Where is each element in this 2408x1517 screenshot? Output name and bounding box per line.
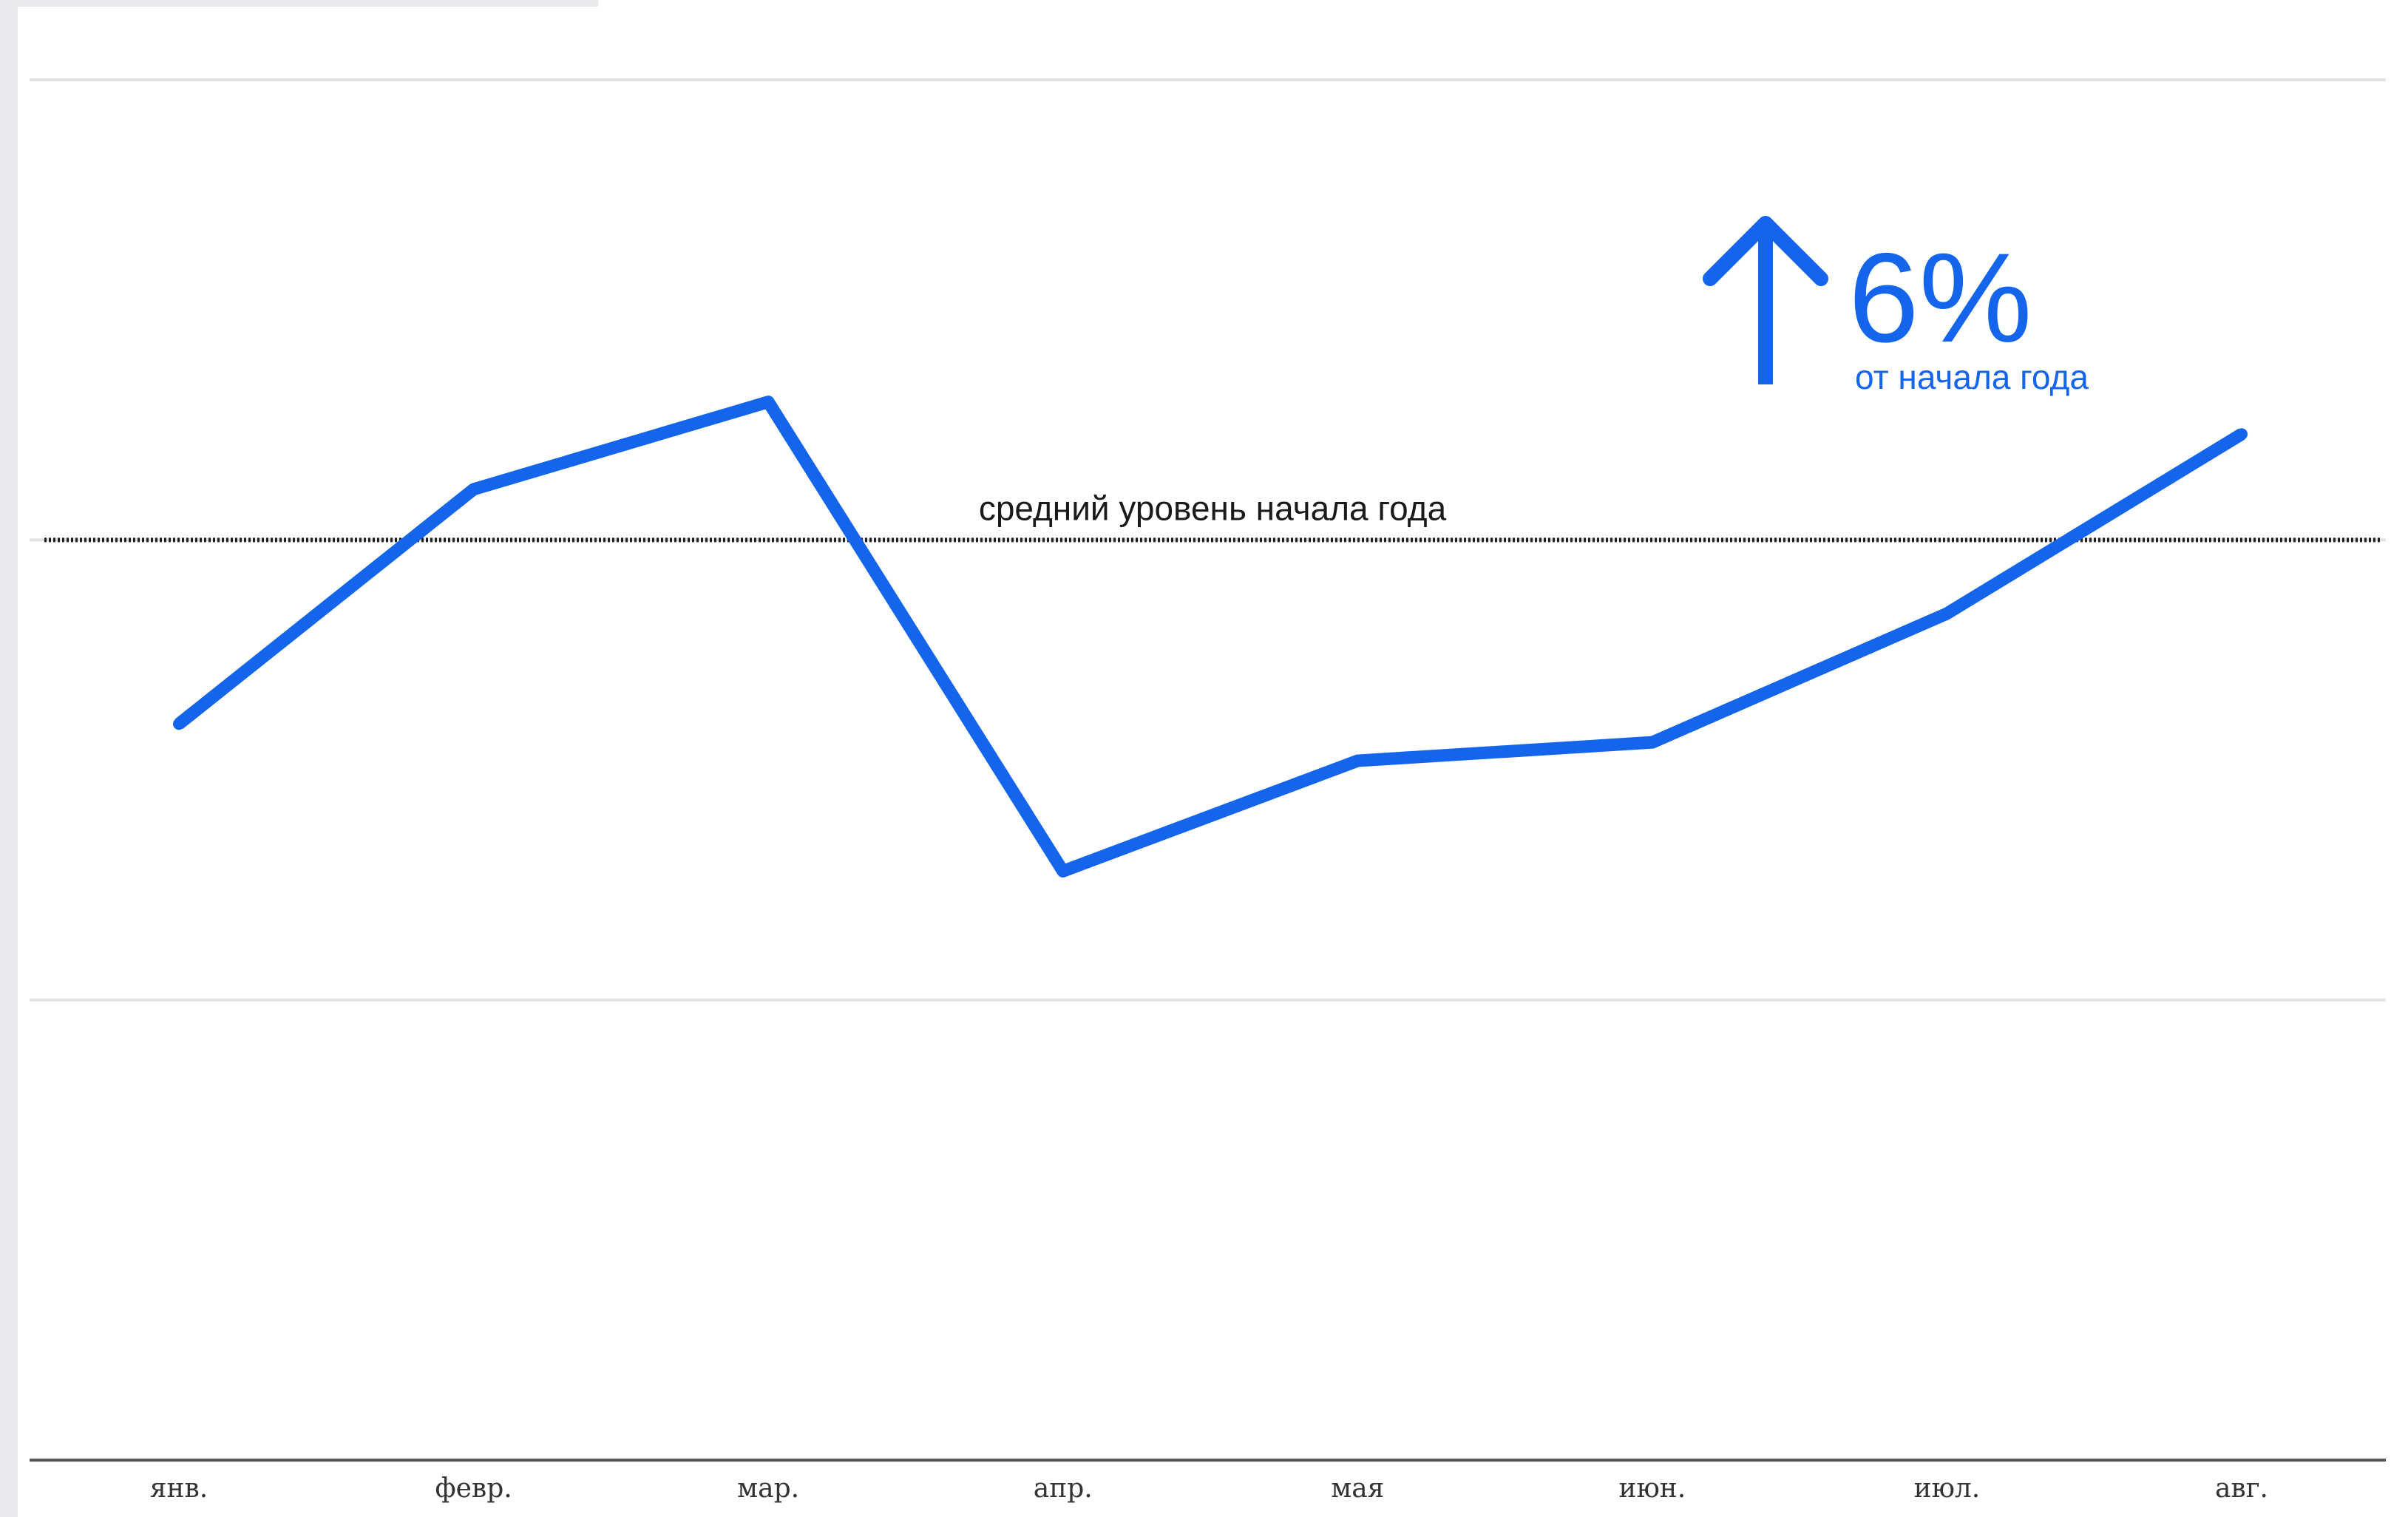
x-tick-label: мар. xyxy=(737,1473,799,1504)
x-tick-label: июл. xyxy=(1914,1473,1981,1504)
x-tick-label: мая xyxy=(1331,1473,1384,1504)
data-point xyxy=(467,483,480,495)
data-point xyxy=(173,718,185,730)
data-point xyxy=(1351,755,1364,767)
data-point xyxy=(1941,607,1953,620)
change-percent-value: 6% xyxy=(1848,227,2032,369)
data-point xyxy=(1646,736,1658,749)
data-point xyxy=(1057,865,1069,878)
data-point xyxy=(2236,428,2248,441)
data-point xyxy=(762,396,775,408)
x-tick-label: авг. xyxy=(2215,1473,2268,1504)
x-tick-label: февр. xyxy=(435,1473,512,1504)
change-percent-caption: от начала года xyxy=(1855,358,2089,396)
series-line-0 xyxy=(174,396,2245,878)
series-layer xyxy=(173,396,2248,878)
top-edge-strip xyxy=(18,0,598,7)
x-tick-label: июн. xyxy=(1618,1473,1686,1504)
x-tick-label: янв. xyxy=(150,1473,208,1504)
reference-line-label: средний уровень начала года xyxy=(979,489,1447,527)
x-tick-labels: янв. февр. мар. апр. мая июн. июл. авг. xyxy=(150,1473,2268,1504)
x-tick-label: апр. xyxy=(1034,1473,1093,1504)
left-edge-strip xyxy=(0,0,18,1517)
arrow-up-icon xyxy=(1703,216,1828,384)
